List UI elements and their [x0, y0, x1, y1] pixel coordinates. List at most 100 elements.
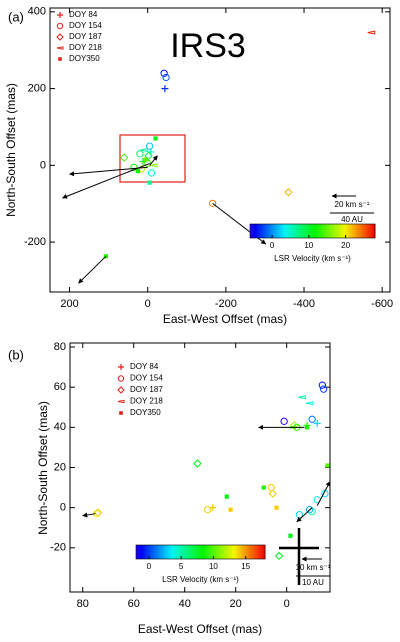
- colorbar-cell: [364, 224, 368, 238]
- x-tick-label: 20: [230, 598, 242, 610]
- colorbar-cell: [366, 224, 370, 238]
- colorbar-tick-label: 5: [179, 562, 184, 571]
- legend-symbol: [56, 22, 64, 30]
- motion-arrow: [82, 512, 96, 518]
- y-tick-label: 60: [54, 381, 66, 393]
- data-point: [130, 163, 138, 171]
- colorbar-cell: [194, 545, 197, 559]
- colorbar-cell: [237, 545, 240, 559]
- colorbar-cell: [256, 545, 260, 559]
- colorbar-cell: [264, 224, 268, 238]
- y-axis-label: North-South Offset (mas): [4, 83, 18, 217]
- colorbar-cell: [222, 545, 225, 559]
- colorbar-cell: [256, 224, 259, 238]
- x-axis-label: East-West Offset (mas): [163, 312, 287, 326]
- y-axis-label: North-South Offset (mas): [36, 401, 50, 535]
- colorbar-cell: [266, 224, 270, 238]
- data-point: [160, 69, 168, 77]
- data-point: [143, 157, 148, 162]
- legend-label: DOY350: [69, 54, 100, 63]
- colorbar-cell: [179, 545, 182, 559]
- colorbar-cell: [224, 545, 227, 559]
- data-point: [224, 494, 229, 499]
- data-point: [306, 401, 314, 406]
- colorbar-cell: [287, 224, 291, 238]
- colorbar-cell: [306, 224, 309, 238]
- x-tick-label: -200: [215, 298, 237, 310]
- colorbar-cell: [187, 545, 191, 559]
- data-point: [280, 417, 288, 425]
- colorbar-cell: [153, 545, 156, 559]
- data-point: [274, 551, 284, 561]
- motion-arrow: [149, 155, 158, 166]
- colorbar-cell: [318, 224, 322, 238]
- legend-symbol: [56, 46, 64, 50]
- legend-symbol: [57, 12, 63, 18]
- data-point: [274, 505, 279, 510]
- x-tick-label: 60: [128, 598, 140, 610]
- colorbar-tick-label: 0: [147, 562, 152, 571]
- colorbar-cell: [331, 224, 334, 238]
- data-point: [147, 180, 152, 185]
- data-point: [325, 463, 330, 468]
- colorbar-cell: [254, 224, 257, 238]
- data-point: [308, 508, 316, 516]
- colorbar-cell: [275, 224, 278, 238]
- legend-label: DOY 154: [130, 374, 163, 383]
- legend-label: DOY 154: [69, 21, 102, 30]
- colorbar-cell: [202, 545, 206, 559]
- data-point: [304, 425, 310, 430]
- colorbar-cell: [245, 545, 249, 559]
- colorbar-cell: [368, 224, 372, 238]
- colorbar-cell: [260, 545, 264, 559]
- data-point: [367, 30, 376, 35]
- colorbar-cell: [258, 224, 261, 238]
- y-tick-label: -200: [24, 236, 46, 248]
- colorbar-cell: [249, 545, 253, 559]
- data-point: [162, 73, 170, 82]
- data-point: [161, 85, 169, 93]
- colorbar-frame: [135, 544, 266, 560]
- colorbar-cell: [146, 545, 150, 559]
- colorbar-cell: [140, 545, 143, 559]
- data-point: [203, 506, 212, 514]
- colorbar-cell: [215, 545, 219, 559]
- colorbar-cell: [138, 545, 141, 559]
- colorbar-cell: [304, 224, 307, 238]
- data-point: [284, 188, 293, 197]
- colorbar-cell: [189, 545, 193, 559]
- data-point: [93, 508, 103, 517]
- colorbar-cell: [312, 224, 316, 238]
- y-tick-label: 80: [54, 341, 66, 353]
- colorbar-cell: [329, 224, 332, 238]
- colorbar-tick-label: 10: [304, 241, 313, 250]
- colorbar-cell: [168, 545, 171, 559]
- data-point: [147, 169, 156, 177]
- x-tick-label: -400: [293, 298, 315, 310]
- chart-title: IRS3: [170, 27, 246, 65]
- data-point: [208, 199, 217, 207]
- data-point: [261, 485, 266, 490]
- motion-arrow: [316, 481, 331, 506]
- x-tick-label: 0: [145, 298, 151, 310]
- colorbar-cell: [213, 545, 217, 559]
- legend-symbol: [117, 386, 125, 394]
- colorbar-cell: [230, 545, 234, 559]
- colorbar-cell: [185, 545, 189, 559]
- colorbar-cell: [300, 224, 303, 238]
- colorbar-cell: [343, 224, 347, 238]
- motion-arrow: [62, 162, 150, 199]
- colorbar-cell: [333, 224, 336, 238]
- colorbar-cell: [362, 224, 366, 238]
- velocity-scale-label: 10 km s⁻¹: [296, 563, 331, 572]
- colorbar-cell: [181, 545, 184, 559]
- y-tick-label: 40: [54, 421, 66, 433]
- colorbar-cell: [219, 545, 223, 559]
- length-scale-label: 10 AU: [302, 578, 324, 587]
- colorbar-cell: [234, 545, 238, 559]
- y-tick-label: 0: [40, 159, 46, 171]
- colorbar-cell: [320, 224, 324, 238]
- data-point: [298, 395, 306, 400]
- colorbar-cell: [170, 545, 174, 559]
